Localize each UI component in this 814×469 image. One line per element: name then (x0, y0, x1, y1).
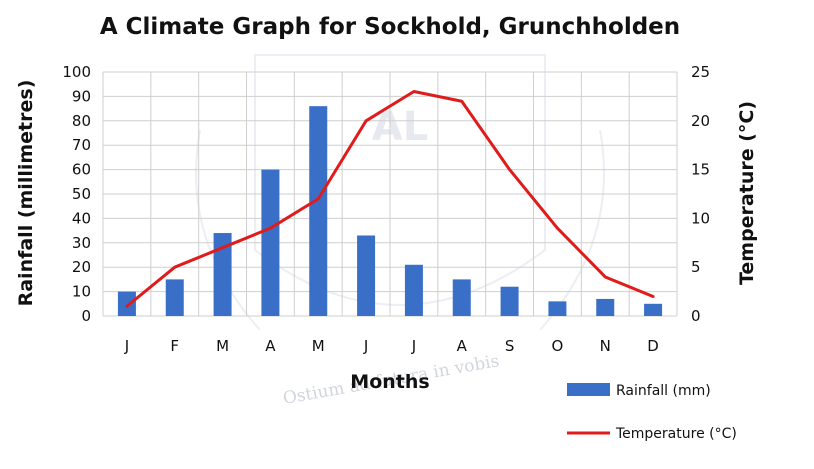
x-axis-title: Months (350, 371, 429, 393)
x-tick-label: D (647, 337, 659, 355)
rainfall-bar (213, 233, 232, 316)
y-tick-label: 70 (72, 136, 91, 154)
y-tick-label: 40 (72, 209, 91, 227)
legend-temperature-label: Temperature (°C) (615, 426, 737, 442)
gridlines (102, 71, 678, 317)
temperature-line-group (125, 90, 655, 308)
rainfall-bar (404, 264, 423, 316)
y-tick-label: 60 (72, 161, 91, 179)
legend: Rainfall (mm) Temperature (°C) (567, 383, 737, 442)
rainfall-bar (596, 298, 615, 316)
rainfall-bars (117, 106, 663, 316)
y-tick-label: 0 (81, 307, 91, 325)
y-tick-label: 80 (72, 112, 91, 130)
x-tick-label: O (552, 337, 564, 355)
rainfall-bar (357, 235, 376, 316)
legend-rainfall-label: Rainfall (mm) (616, 383, 711, 399)
legend-rainfall-swatch (567, 383, 610, 396)
x-tick-label: N (600, 337, 611, 355)
chart-title: A Climate Graph for Sockhold, Grunchhold… (100, 14, 680, 40)
y-tick-label: 100 (62, 63, 91, 81)
y2-tick-label: 0 (691, 307, 701, 325)
y-tick-label: 90 (72, 87, 91, 105)
y2-tick-label: 20 (691, 112, 710, 130)
x-tick-label: M (216, 337, 229, 355)
rainfall-bar (309, 106, 328, 316)
x-tick-label: M (312, 337, 325, 355)
rainfall-bar (452, 279, 471, 316)
right-axis-title: Temperature (°C) (736, 101, 758, 285)
rainfall-bar (548, 301, 567, 316)
y2-tick-label: 10 (691, 209, 710, 227)
y2-tick-label: 25 (691, 63, 710, 81)
left-axis-ticks: 0 10 20 30 40 50 60 70 80 90 100 (62, 63, 91, 325)
y2-tick-label: 15 (691, 161, 710, 179)
right-axis-ticks: 0 5 10 15 20 25 (691, 63, 710, 325)
x-tick-label: A (457, 337, 468, 355)
left-axis-title: Rainfall (millimetres) (15, 80, 37, 307)
rainfall-bar (500, 286, 519, 316)
x-tick-label: S (505, 337, 515, 355)
rainfall-bar (117, 291, 136, 316)
rainfall-bar (261, 169, 280, 316)
y2-tick-label: 5 (691, 258, 701, 276)
rainfall-bar (165, 279, 184, 316)
x-tick-label: F (170, 337, 179, 355)
y-tick-label: 20 (72, 258, 91, 276)
temperature-line (125, 90, 655, 308)
x-tick-label: J (363, 337, 368, 355)
rainfall-bar (644, 303, 663, 316)
x-tick-label: J (124, 337, 129, 355)
y-tick-label: 50 (72, 185, 91, 203)
x-tick-label: J (411, 337, 416, 355)
x-tick-label: A (265, 337, 276, 355)
y-tick-label: 10 (72, 283, 91, 301)
y-tick-label: 30 (72, 234, 91, 252)
